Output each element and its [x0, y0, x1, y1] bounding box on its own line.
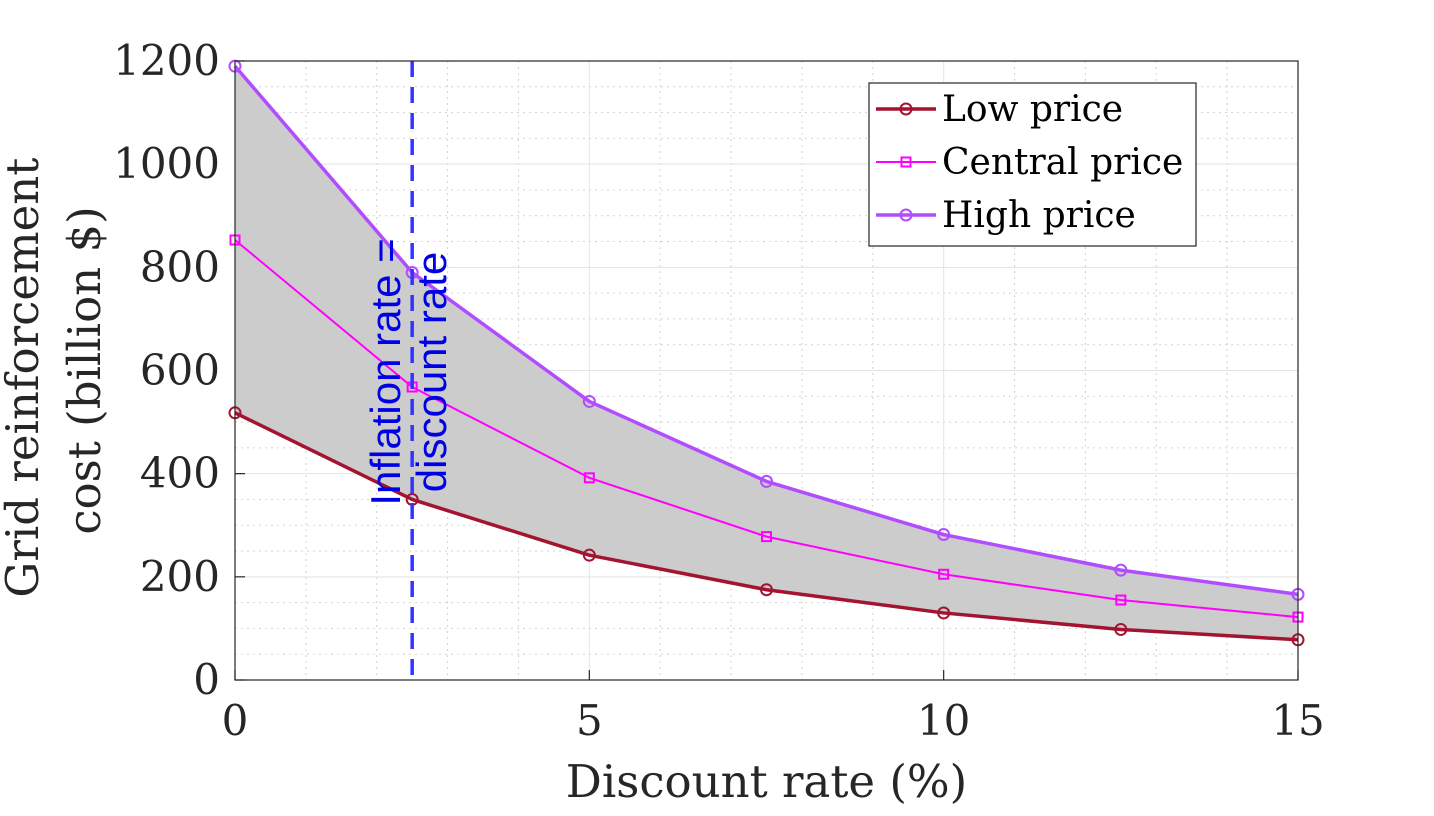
y-tick-label: 400	[140, 449, 220, 498]
point-high-price	[760, 474, 773, 488]
y-tick-label: 1000	[113, 139, 220, 188]
y-tick-label: 0	[193, 655, 220, 704]
y-tick-label: 200	[140, 552, 220, 601]
point-central-price	[1115, 594, 1127, 606]
vline-annotation-line-2: discount rate	[408, 252, 455, 492]
legend-swatch-marker	[899, 208, 913, 222]
legend-label: Central price	[942, 142, 1183, 183]
legend: Low price Central price High price	[868, 82, 1197, 247]
line-low-price	[234, 411, 1299, 642]
x-tick-label: 5	[576, 696, 603, 745]
y-tick-label: 600	[140, 346, 220, 395]
point-central-price	[583, 472, 595, 484]
legend-item-high-price: High price	[876, 195, 1136, 236]
x-tick-label: 0	[222, 696, 249, 745]
legend-swatch-marker	[900, 156, 912, 168]
shaded-band-layer	[235, 66, 1298, 640]
point-low-price	[1114, 622, 1128, 636]
legend-swatch-marker	[899, 102, 913, 116]
point-central-price	[761, 531, 772, 543]
vline-annotation-line-1: Inflation rate =	[362, 238, 409, 505]
x-tick-labels: 0 5 10 15	[222, 696, 1325, 745]
point-high-price	[1114, 563, 1128, 577]
y-axis-label: Grid reinforcement cost (billion $)	[0, 143, 111, 597]
x-tick-label: 10	[917, 696, 970, 745]
y-tick-labels: 0 200 400 600 800 1000 1200	[113, 36, 220, 704]
point-central-price	[938, 568, 950, 580]
legend-label: High price	[942, 195, 1136, 236]
point-high-price	[937, 528, 951, 542]
point-low-price	[760, 583, 773, 597]
axes-box	[234, 60, 1299, 681]
point-low-price	[937, 606, 951, 620]
y-axis-label-line-2: cost (billion $)	[58, 206, 111, 534]
point-high-price	[582, 394, 596, 408]
point-low-price	[582, 548, 596, 562]
legend-label: Low price	[942, 89, 1123, 130]
y-tick-label: 1200	[113, 36, 220, 85]
vertical-line-layer: Inflation rate =discount rate	[362, 61, 455, 680]
y-axis-label-line-1: Grid reinforcement	[0, 158, 49, 598]
x-tick-label: 15	[1271, 696, 1324, 745]
x-axis-label: Discount rate (%)	[566, 755, 967, 808]
legend-item-central-price: Central price	[876, 142, 1183, 183]
y-tick-label: 800	[140, 242, 220, 291]
legend-item-low-price: Low price	[876, 89, 1123, 130]
shaded-band	[235, 66, 1298, 640]
vline-annotation: Inflation rate =discount rate	[362, 238, 455, 505]
